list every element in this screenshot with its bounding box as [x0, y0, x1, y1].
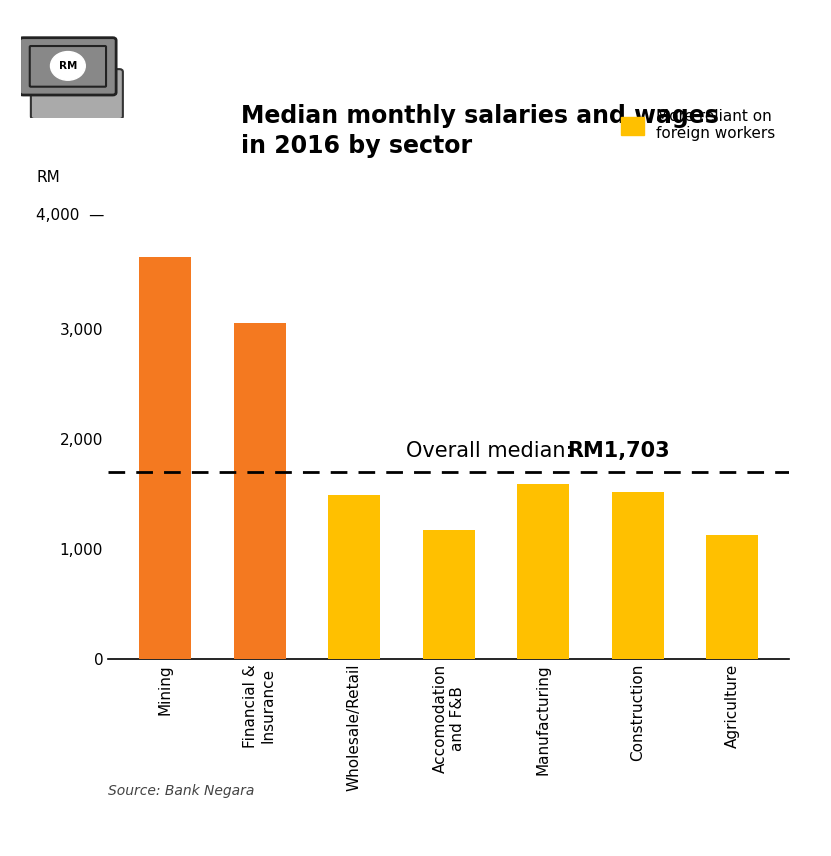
Legend: More reliant on
foreign workers: More reliant on foreign workers [615, 103, 782, 147]
Bar [139, 258, 191, 659]
FancyBboxPatch shape [20, 38, 116, 95]
Bar [612, 492, 664, 659]
Bar [706, 535, 759, 659]
Text: Median monthly salaries and wages
in 2016 by sector: Median monthly salaries and wages in 201… [241, 104, 719, 158]
Text: RM: RM [59, 61, 77, 71]
Text: Overall median:: Overall median: [406, 441, 579, 461]
Bar [423, 531, 475, 659]
Text: RM: RM [37, 170, 60, 186]
Text: 4,000  —: 4,000 — [37, 208, 105, 223]
Bar [328, 495, 380, 659]
Text: RM1,703: RM1,703 [567, 441, 670, 461]
Bar [234, 324, 286, 659]
Text: Source: Bank Negara: Source: Bank Negara [108, 784, 254, 798]
FancyBboxPatch shape [31, 69, 123, 119]
Circle shape [51, 51, 86, 80]
Bar [518, 484, 569, 659]
